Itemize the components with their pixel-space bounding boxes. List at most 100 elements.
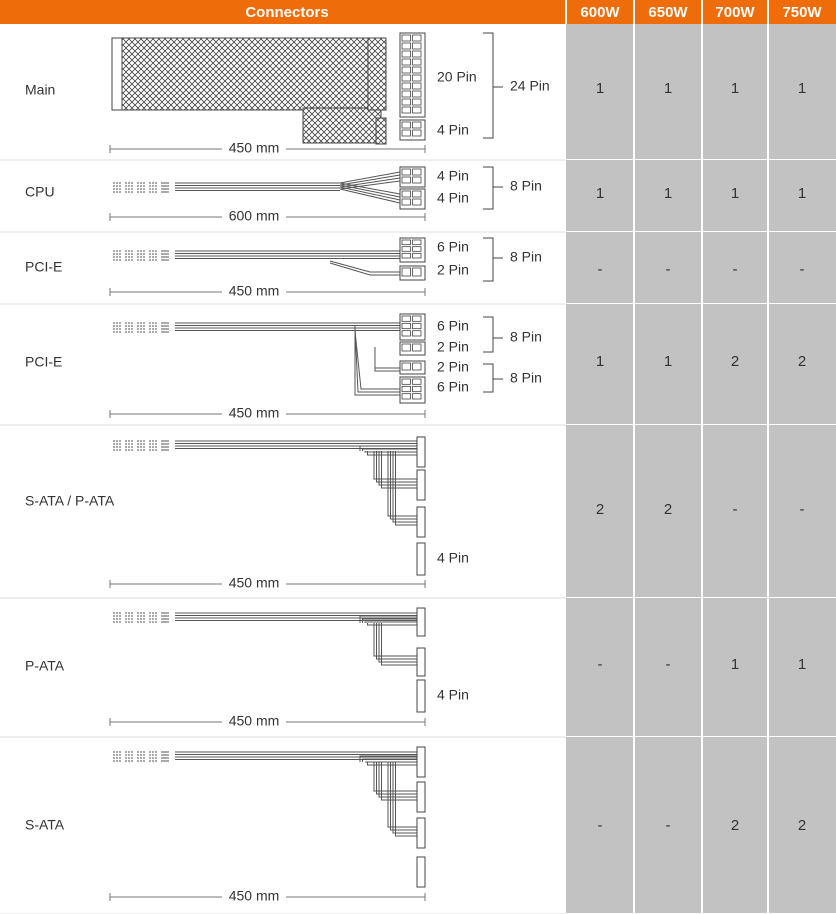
cable-length: 450 mm — [229, 283, 280, 299]
connector-pin — [401, 385, 411, 393]
connector-pin — [412, 385, 422, 393]
cable — [339, 188, 401, 204]
value: - — [666, 817, 671, 834]
connector — [416, 679, 426, 713]
connector-name: P-ATA — [25, 658, 65, 674]
value: 1 — [596, 353, 604, 370]
cable — [359, 615, 420, 623]
connector-pin — [412, 129, 422, 137]
dimension-gap — [222, 285, 286, 299]
connector-name: S-ATA / P-ATA — [25, 493, 115, 509]
cable — [381, 762, 420, 801]
connector-pin — [412, 252, 422, 259]
value: 1 — [731, 80, 739, 97]
connector — [416, 647, 426, 677]
connector-pin — [412, 42, 422, 50]
cable — [378, 762, 420, 798]
pin-label: 6 Pin — [437, 239, 469, 255]
cable — [339, 180, 401, 190]
value: 1 — [596, 185, 604, 202]
dimension-gap — [222, 715, 286, 729]
connector-pin — [401, 121, 411, 129]
pin-label: 6 Pin — [437, 379, 469, 395]
connector-pin — [401, 252, 411, 259]
cable-length: 600 mm — [229, 208, 280, 224]
connector — [416, 746, 426, 778]
value: 2 — [798, 353, 806, 370]
cable — [367, 451, 420, 456]
total-label: 8 Pin — [510, 370, 542, 386]
connector-pin — [401, 74, 411, 82]
cable-sleeve — [302, 107, 382, 144]
connector-pin — [412, 362, 422, 371]
cable — [378, 623, 420, 663]
pin-label: 2 Pin — [437, 359, 469, 375]
cable — [339, 177, 401, 188]
pin-label: 6 Pin — [437, 318, 469, 334]
connector-pin — [412, 176, 422, 184]
cable — [362, 758, 420, 762]
connector-pin — [412, 90, 422, 98]
connector-pin — [412, 98, 422, 106]
total-label: 24 Pin — [510, 78, 550, 94]
cable-end — [375, 117, 387, 145]
value: 1 — [664, 80, 672, 97]
connector-pin — [412, 34, 422, 42]
connector-pin — [401, 315, 411, 322]
connector — [416, 856, 426, 888]
connector-pin — [412, 198, 422, 206]
connector — [416, 607, 426, 637]
connector-pin — [412, 50, 422, 58]
cable-length: 450 mm — [229, 575, 280, 591]
connector-pin — [401, 42, 411, 50]
cable — [359, 755, 420, 762]
connector — [416, 469, 426, 501]
value: - — [800, 501, 805, 518]
cable — [381, 623, 420, 666]
value: 1 — [731, 185, 739, 202]
pin-label: 2 Pin — [437, 262, 469, 278]
cable — [392, 762, 420, 834]
cable — [359, 445, 420, 451]
value: 2 — [731, 817, 739, 834]
cable — [376, 623, 420, 660]
cable — [376, 762, 420, 795]
bracket — [483, 32, 494, 139]
connector-name: S-ATA — [25, 817, 65, 833]
value: - — [733, 261, 738, 278]
cable-end — [367, 37, 387, 111]
connector-pin — [412, 330, 422, 337]
connector-pin — [412, 58, 422, 66]
pin-label: 4 Pin — [437, 122, 469, 138]
header-title: Connectors — [245, 4, 328, 21]
connector-pin — [401, 176, 411, 184]
total-label: 8 Pin — [510, 178, 542, 194]
connector-pin — [401, 393, 411, 400]
connector — [416, 436, 426, 468]
cable — [376, 451, 420, 483]
cable — [339, 184, 401, 198]
value: 1 — [731, 656, 739, 673]
dimension-gap — [222, 142, 286, 156]
connector-pin — [401, 330, 411, 337]
cable — [387, 451, 420, 517]
header-bar — [0, 0, 836, 24]
connector-pin — [401, 322, 411, 330]
cable — [329, 260, 400, 273]
cable-length: 450 mm — [229, 405, 280, 421]
header-column: 650W — [648, 4, 688, 21]
cable — [339, 182, 401, 195]
connector-pin — [401, 246, 411, 252]
total-label: 8 Pin — [510, 249, 542, 265]
connector-pin — [401, 82, 411, 90]
value: 2 — [664, 501, 672, 518]
connector — [416, 542, 426, 576]
pin-label: 4 Pin — [437, 190, 469, 206]
connector-pin — [401, 106, 411, 114]
cable — [374, 350, 400, 372]
dimension-gap — [222, 210, 286, 224]
connector-pin — [401, 58, 411, 66]
connector-pin — [412, 168, 422, 176]
connector-pin — [401, 34, 411, 42]
